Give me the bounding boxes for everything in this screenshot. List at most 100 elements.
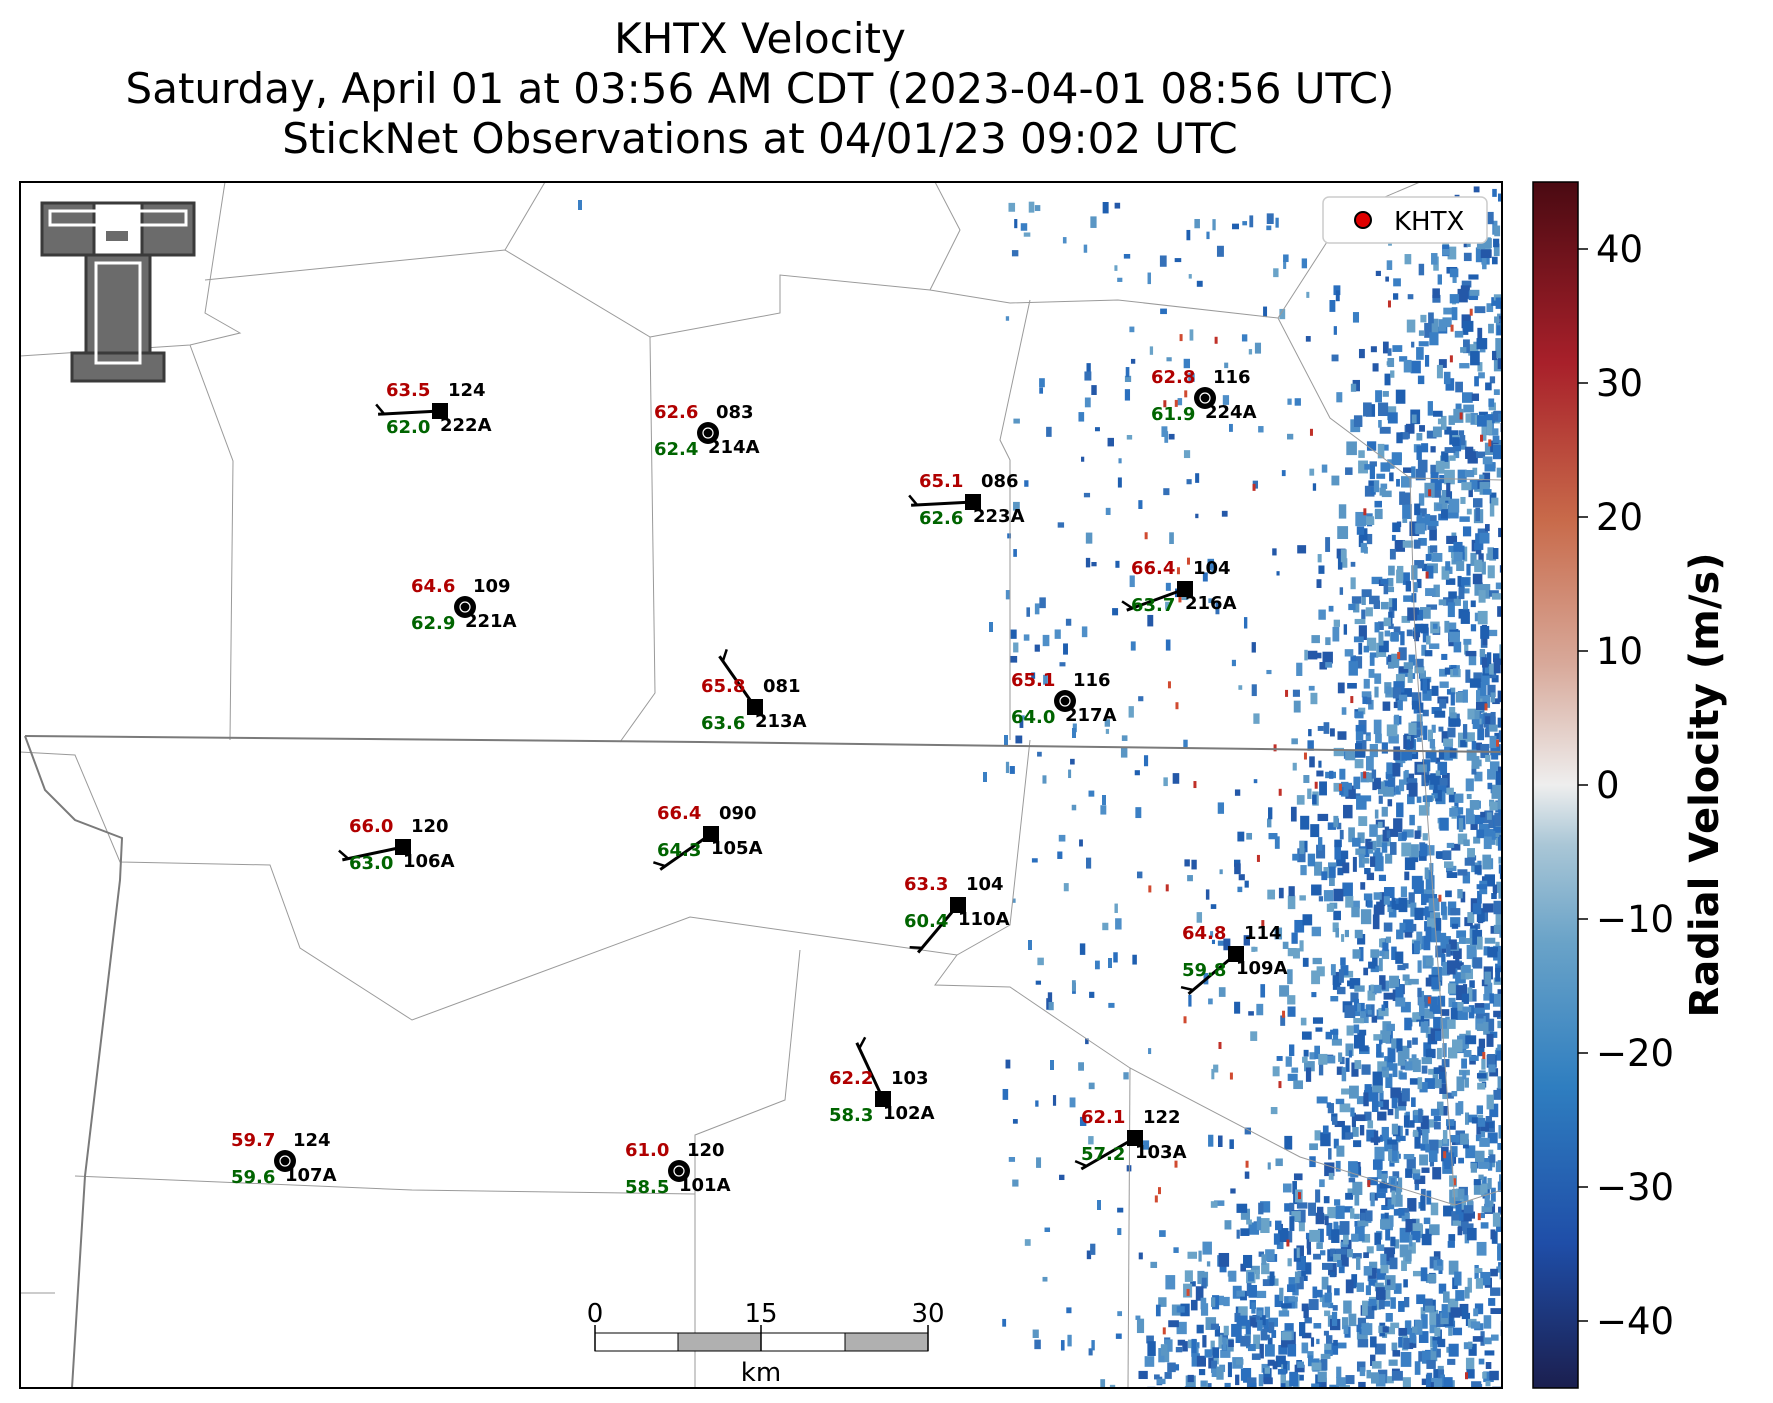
county-boundaries	[20, 182, 1502, 1388]
station-id: 223A	[973, 506, 1025, 527]
wind-barb-flag	[1180, 985, 1194, 992]
station-dewpoint: 60.4	[904, 911, 948, 932]
station-dewpoint: 59.8	[1182, 960, 1226, 981]
station-circle-marker	[668, 1160, 690, 1182]
station-wind-direction: 124	[448, 380, 486, 401]
station-circle-marker	[1194, 387, 1216, 409]
calm-wind-ring	[673, 1165, 685, 1177]
station-square-marker	[950, 897, 966, 913]
wind-barb-flag	[909, 945, 923, 950]
wind-barb-staff	[718, 655, 757, 708]
station-temperature: 59.7	[231, 1130, 275, 1151]
legend-label: KHTX	[1394, 207, 1464, 237]
station-id: 103A	[1135, 1142, 1187, 1163]
station-105A: 66.4 090 64.3 105A	[652, 803, 763, 871]
station-107A: 59.7 124 59.6 107A	[231, 1130, 337, 1188]
station-dewpoint: 58.3	[829, 1105, 873, 1126]
station-102A: 62.2 103 58.3 102A	[829, 1036, 935, 1126]
station-dewpoint: 63.7	[1131, 595, 1175, 616]
station-wind-direction: 109	[473, 576, 511, 597]
wind-barb-staff	[342, 845, 404, 862]
legend-box: KHTX	[1322, 196, 1488, 244]
station-id: 213A	[755, 711, 807, 732]
station-circle-marker	[454, 596, 476, 618]
station-wind-direction: 083	[716, 402, 754, 423]
colorbar-tick-label: 0	[1596, 764, 1620, 807]
station-223A: 65.1 086 62.6 223A	[908, 471, 1025, 529]
station-dewpoint: 58.5	[625, 1177, 669, 1198]
station-wind-direction: 116	[1073, 670, 1111, 691]
wind-barb-flag	[1121, 600, 1134, 610]
station-circle-marker	[274, 1150, 296, 1172]
station-square-marker	[875, 1091, 891, 1107]
station-circle-marker	[1054, 690, 1076, 712]
station-wind-direction: 103	[891, 1068, 929, 1089]
station-221A: 64.6 109 62.9 221A	[411, 576, 517, 634]
calm-wind-ring	[1199, 392, 1211, 404]
wind-barb-flag	[375, 403, 386, 415]
map-area	[20, 182, 1502, 1388]
calm-wind-ring	[279, 1155, 291, 1167]
colorbar-ticks: 40 30 20 10 0 −10 −20 −30 −40	[1578, 228, 1674, 1343]
title-line-2: Saturday, April 01 at 03:56 AM CDT (2023…	[125, 64, 1395, 113]
station-dewpoint: 57.2	[1081, 1144, 1125, 1165]
station-wind-direction: 122	[1143, 1107, 1181, 1128]
wind-barb-staff	[855, 1042, 885, 1100]
station-temperature: 66.4	[657, 803, 701, 824]
station-213A: 65.8 081 63.6 213A	[701, 648, 807, 734]
station-temperature: 62.1	[1081, 1107, 1125, 1128]
station-224A: 62.8 116 61.9 224A	[1151, 367, 1257, 425]
title-line-1: KHTX Velocity	[614, 14, 906, 63]
colorbar: 40 30 20 10 0 −10 −20 −30 −40 Radial Velocity (m…	[1532, 181, 1728, 1389]
station-103A: 62.1 122 57.2 103A	[1074, 1107, 1187, 1171]
station-temperature: 66.4	[1131, 558, 1175, 579]
colorbar-tick-label: −30	[1596, 1166, 1674, 1209]
station-square-marker	[1228, 946, 1244, 962]
wind-barb-flag	[652, 861, 666, 868]
wind-barb-staff	[911, 500, 974, 507]
station-id: 101A	[679, 1175, 731, 1196]
scale-label-30: 30	[911, 1299, 944, 1329]
sticknet-stations: 63.5 124 62.0 222A 62.6 083 62.4 214A 65.1 086 62.…	[231, 367, 1288, 1198]
station-wind-direction: 114	[1244, 923, 1282, 944]
station-id: 222A	[440, 415, 492, 436]
station-dewpoint: 63.0	[349, 853, 393, 874]
station-dewpoint: 64.3	[657, 840, 701, 861]
station-dewpoint: 61.9	[1151, 404, 1195, 425]
station-id: 217A	[1065, 705, 1117, 726]
station-temperature: 61.0	[625, 1140, 669, 1161]
station-circle-marker	[697, 422, 719, 444]
station-dewpoint: 64.0	[1011, 707, 1055, 728]
station-wind-direction: 124	[293, 1130, 331, 1151]
wind-barb-staff	[659, 832, 712, 871]
station-id: 102A	[883, 1103, 935, 1124]
station-wind-direction: 120	[687, 1140, 725, 1161]
station-id: 106A	[403, 851, 455, 872]
station-id: 105A	[711, 838, 763, 859]
calm-wind-ring	[459, 601, 471, 613]
calm-wind-ring	[1059, 695, 1071, 707]
station-dewpoint: 62.4	[654, 439, 698, 460]
station-wind-direction: 104	[1193, 558, 1231, 579]
station-110A: 63.3 104 60.4 110A	[904, 874, 1010, 954]
khtx-marker-icon	[1354, 211, 1372, 229]
wind-barb-flag	[721, 648, 728, 662]
station-square-marker	[703, 826, 719, 842]
station-101A: 61.0 120 58.5 101A	[625, 1140, 731, 1198]
station-square-marker	[1127, 1130, 1143, 1146]
station-temperature: 65.1	[919, 471, 963, 492]
scale-label-0: 0	[587, 1299, 604, 1329]
station-id: 224A	[1205, 402, 1257, 423]
station-square-marker	[747, 699, 763, 715]
station-temperature: 64.6	[411, 576, 455, 597]
scale-label-15: 15	[744, 1299, 777, 1329]
station-dewpoint: 62.9	[411, 613, 455, 634]
station-temperature: 63.5	[386, 380, 430, 401]
texas-tech-logo	[40, 201, 196, 383]
station-216A: 66.4 104 63.7 216A	[1121, 558, 1237, 616]
station-id: 221A	[465, 611, 517, 632]
station-temperature: 63.3	[904, 874, 948, 895]
state-boundary	[24, 735, 1502, 1388]
scale-unit: km	[741, 1358, 781, 1388]
station-wind-direction: 090	[719, 803, 757, 824]
